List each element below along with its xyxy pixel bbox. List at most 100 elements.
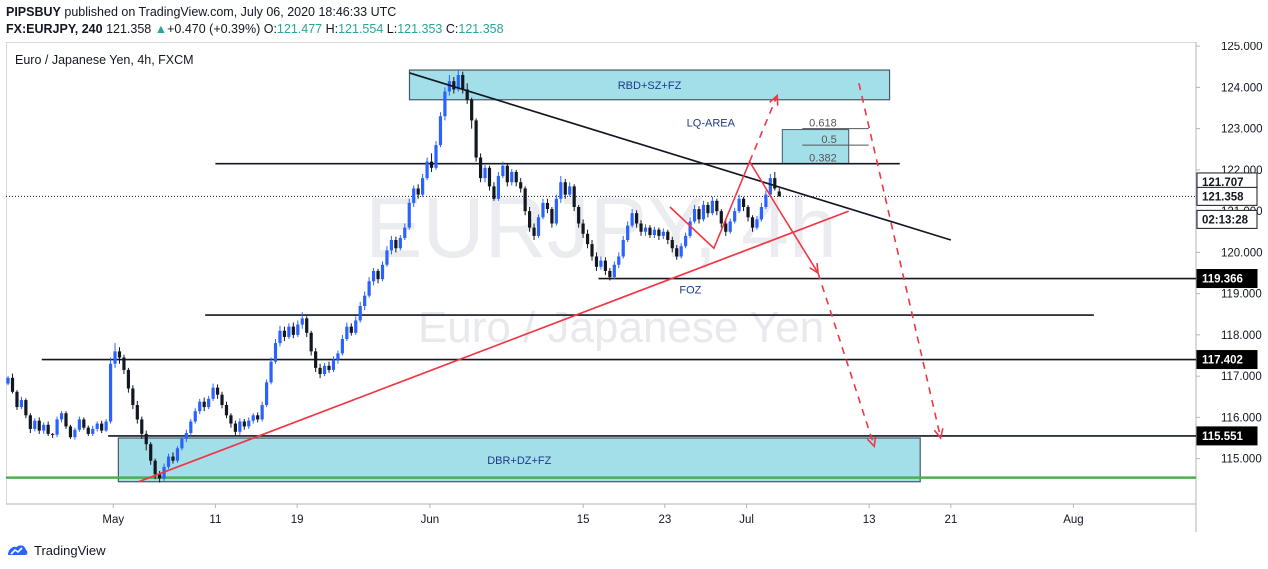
tradingview-logo-icon (8, 545, 28, 555)
zone-label: RBD+SZ+FZ (618, 80, 682, 92)
candle-body (670, 240, 674, 249)
candle-body (46, 424, 50, 434)
candle-body (675, 248, 679, 257)
candle-body (126, 369, 131, 389)
chart-area[interactable]: EURJPY, 4h Euro / Japanese Yen Euro / Japa… (5, 41, 1263, 532)
candle-body (77, 419, 81, 430)
y-tick-label: 118.000 (1221, 330, 1262, 342)
candle-body (398, 237, 402, 249)
candle-body (554, 198, 558, 224)
candle-body (64, 413, 68, 427)
candle-body (759, 207, 764, 220)
candle-body (37, 420, 41, 431)
candle-body (447, 81, 451, 92)
candle-body (701, 204, 706, 220)
x-tick-label: Jul (739, 514, 754, 526)
candle-body (456, 75, 460, 90)
candle-body (371, 270, 376, 282)
candle-body (697, 209, 701, 220)
fib-box (781, 129, 850, 165)
candle-body (108, 363, 113, 422)
candle-body (661, 231, 665, 236)
price-axis-badge-label: 117.402 (1202, 355, 1243, 367)
candle-body (345, 326, 349, 339)
high-value: 121.554 (338, 22, 384, 36)
candle-body (86, 427, 90, 434)
candle-body (140, 419, 144, 434)
candle-body (710, 200, 714, 214)
candle-body (309, 332, 313, 352)
candle-body (728, 221, 732, 232)
candle-body (354, 320, 358, 333)
close-label: C: (445, 22, 459, 36)
y-tick-label: 116.000 (1221, 412, 1262, 424)
candle-body (394, 240, 398, 249)
price-axis-badge (1196, 350, 1258, 370)
footer-brand: TradingView (34, 542, 106, 558)
candle-body (483, 167, 487, 179)
candle-body (296, 324, 300, 335)
candle-body (733, 211, 737, 222)
candle-body (706, 204, 710, 214)
candle-body (764, 194, 768, 207)
candle-body (478, 157, 483, 179)
price-axis-badge-label: 119.366 (1202, 274, 1243, 286)
candle-body (412, 188, 416, 203)
arrow-head-icon (769, 93, 779, 106)
candle-body (380, 264, 385, 280)
candle-body (416, 188, 420, 195)
candle-body (282, 330, 287, 337)
price-axis-badge (1196, 426, 1258, 446)
candle-body (741, 198, 746, 207)
candle-body (626, 225, 630, 240)
candle-body (202, 401, 206, 408)
published-text: published on TradingView.com, July 06, 2… (64, 5, 397, 19)
trend-line (409, 72, 952, 241)
candle-body (331, 359, 336, 370)
candle-body (425, 161, 429, 179)
ohlc-line: FX:EURJPY, 240 121.358 ▲+0.470 (+0.39%) … (6, 22, 504, 36)
candle-body (724, 223, 728, 232)
candle-body (536, 217, 541, 236)
close-value: 121.358 (458, 22, 504, 36)
candle-body (528, 211, 532, 228)
candle-body (247, 420, 251, 427)
candle-body (28, 415, 32, 429)
candle-body (291, 326, 295, 335)
candle-body (135, 405, 139, 420)
candle-body (514, 171, 518, 183)
candle-body (322, 365, 327, 375)
candle-body (273, 343, 278, 362)
candle-body (73, 429, 77, 438)
y-tick-label: 120.000 (1221, 247, 1262, 259)
candle-body (305, 318, 309, 333)
candle-body (349, 326, 353, 333)
y-tick-label: 117.000 (1221, 371, 1262, 383)
candle-body (256, 415, 260, 420)
candle-body (318, 367, 322, 375)
candle-body (715, 200, 719, 212)
candle-body (51, 433, 55, 435)
candle-body (269, 361, 273, 383)
candle-body (264, 382, 269, 405)
candle-body (603, 260, 607, 271)
candle-body (117, 351, 122, 358)
footer: TradingView (6, 540, 106, 560)
candle-body (113, 351, 117, 364)
candle-body (688, 221, 692, 236)
candle-body (643, 227, 648, 232)
candle-body (737, 198, 741, 212)
projection-dashed-path (858, 83, 942, 439)
chart-title: Euro / Japanese Yen, 4h, FXCM (15, 53, 194, 67)
x-tick-label: May (102, 514, 124, 526)
candle-body (287, 326, 291, 337)
candle-body (149, 444, 153, 461)
candle-body (363, 295, 367, 306)
candle-body (719, 211, 723, 224)
candle-body (523, 188, 527, 212)
publisher-name: PIPSBUY (6, 5, 61, 19)
price-axis-badge (1196, 186, 1258, 206)
candle-body (403, 227, 407, 238)
candle-body (144, 433, 148, 445)
